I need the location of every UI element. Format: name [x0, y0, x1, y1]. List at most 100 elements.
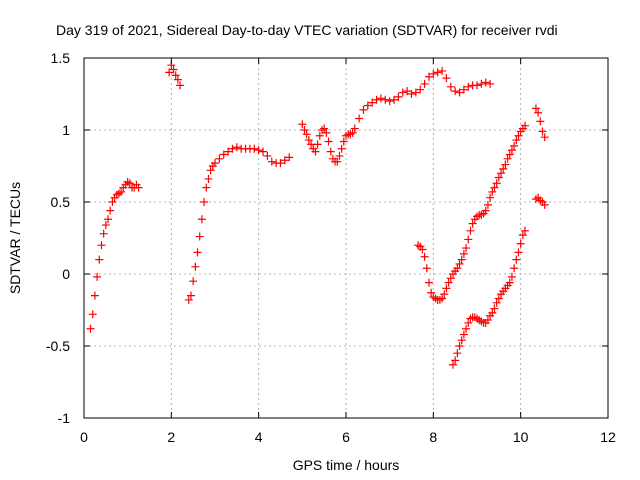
data-point: [189, 277, 198, 286]
y-tick-label: 0: [62, 266, 70, 282]
x-tick-label: 0: [80, 429, 88, 445]
data-point: [232, 143, 241, 152]
data-point: [322, 128, 331, 137]
data-point: [298, 120, 307, 129]
data-point: [446, 274, 455, 283]
data-point: [193, 248, 202, 257]
data-point: [202, 183, 211, 192]
x-tick-label: 4: [255, 429, 263, 445]
data-point: [521, 121, 530, 130]
data-point: [422, 264, 431, 273]
data-point: [335, 151, 344, 160]
data-point: [326, 147, 335, 156]
data-point: [88, 310, 97, 319]
data-point: [359, 105, 368, 114]
data-point: [433, 68, 442, 77]
data-point: [416, 85, 425, 94]
data-point: [505, 150, 514, 159]
data-point: [483, 200, 492, 209]
data-point: [512, 136, 521, 145]
data-point: [477, 79, 486, 88]
data-point: [540, 200, 549, 209]
data-point: [165, 68, 174, 77]
data-point: [106, 206, 115, 215]
data-point: [169, 65, 178, 74]
data-point: [300, 126, 309, 134]
data-point: [497, 169, 506, 178]
axis-ticks: 0 2 4 6 8 10 12 -1 -0.5 0 0.5 1 1.5: [46, 50, 616, 445]
data-point: [512, 255, 521, 264]
data-point: [510, 264, 519, 273]
data-point: [514, 248, 523, 257]
data-point: [440, 290, 449, 299]
data-point: [446, 82, 455, 91]
data-point: [538, 127, 547, 136]
y-tick-label: 1.5: [51, 50, 71, 66]
data-point: [418, 245, 427, 254]
data-point: [438, 66, 447, 75]
data-point: [490, 183, 499, 192]
data-point: [468, 219, 477, 228]
data-point: [285, 153, 294, 162]
data-point: [503, 154, 512, 163]
x-tick-label: 12: [600, 429, 616, 445]
data-point: [101, 221, 110, 230]
y-tick-label: 0.5: [51, 194, 71, 210]
data-point: [200, 198, 209, 206]
data-point: [514, 131, 523, 140]
data-point: [90, 291, 99, 300]
data-point: [407, 90, 416, 98]
data-point: [414, 241, 423, 250]
data-point: [442, 284, 451, 293]
data-point: [224, 147, 233, 156]
data-point: [86, 324, 95, 333]
data-point: [254, 146, 263, 155]
data-point: [184, 295, 193, 304]
data-point: [93, 272, 102, 281]
data-point: [313, 140, 322, 149]
data-point: [521, 226, 530, 235]
data-point: [427, 288, 436, 297]
data-point: [473, 81, 481, 90]
data-point: [486, 79, 495, 88]
data-point: [125, 179, 134, 188]
data-point: [424, 72, 433, 81]
data-point: [324, 137, 333, 146]
x-tick-label: 10: [513, 429, 529, 445]
data-point: [488, 187, 497, 196]
data-point: [481, 78, 490, 87]
data-point: [339, 137, 348, 146]
data-point: [134, 183, 143, 192]
data-point: [320, 124, 329, 133]
data-point: [350, 124, 359, 133]
data-point: [490, 304, 499, 313]
data-point: [466, 226, 475, 235]
data-point: [206, 166, 215, 175]
data-point: [477, 210, 486, 219]
data-point: [462, 324, 471, 333]
data-point: [501, 160, 510, 169]
data-point: [420, 79, 429, 88]
data-point: [453, 349, 462, 358]
data-point: [429, 69, 438, 78]
data-point: [368, 98, 377, 107]
y-tick-label: -1: [58, 410, 71, 426]
data-point: [442, 74, 451, 83]
data-point: [337, 144, 346, 153]
data-point: [304, 136, 313, 145]
data-point: [536, 117, 545, 126]
data-point: [499, 164, 508, 173]
data-point: [459, 85, 468, 94]
data-point: [451, 356, 460, 365]
grid-lines: [84, 58, 608, 418]
data-point: [455, 259, 464, 268]
data-point: [97, 241, 106, 250]
data-point: [455, 342, 464, 350]
x-tick-label: 6: [342, 429, 350, 445]
data-point: [195, 232, 204, 241]
data-point: [531, 104, 540, 113]
data-point: [333, 157, 342, 166]
data-point: [348, 128, 357, 137]
x-tick-label: 8: [429, 429, 437, 445]
data-point: [444, 278, 453, 287]
